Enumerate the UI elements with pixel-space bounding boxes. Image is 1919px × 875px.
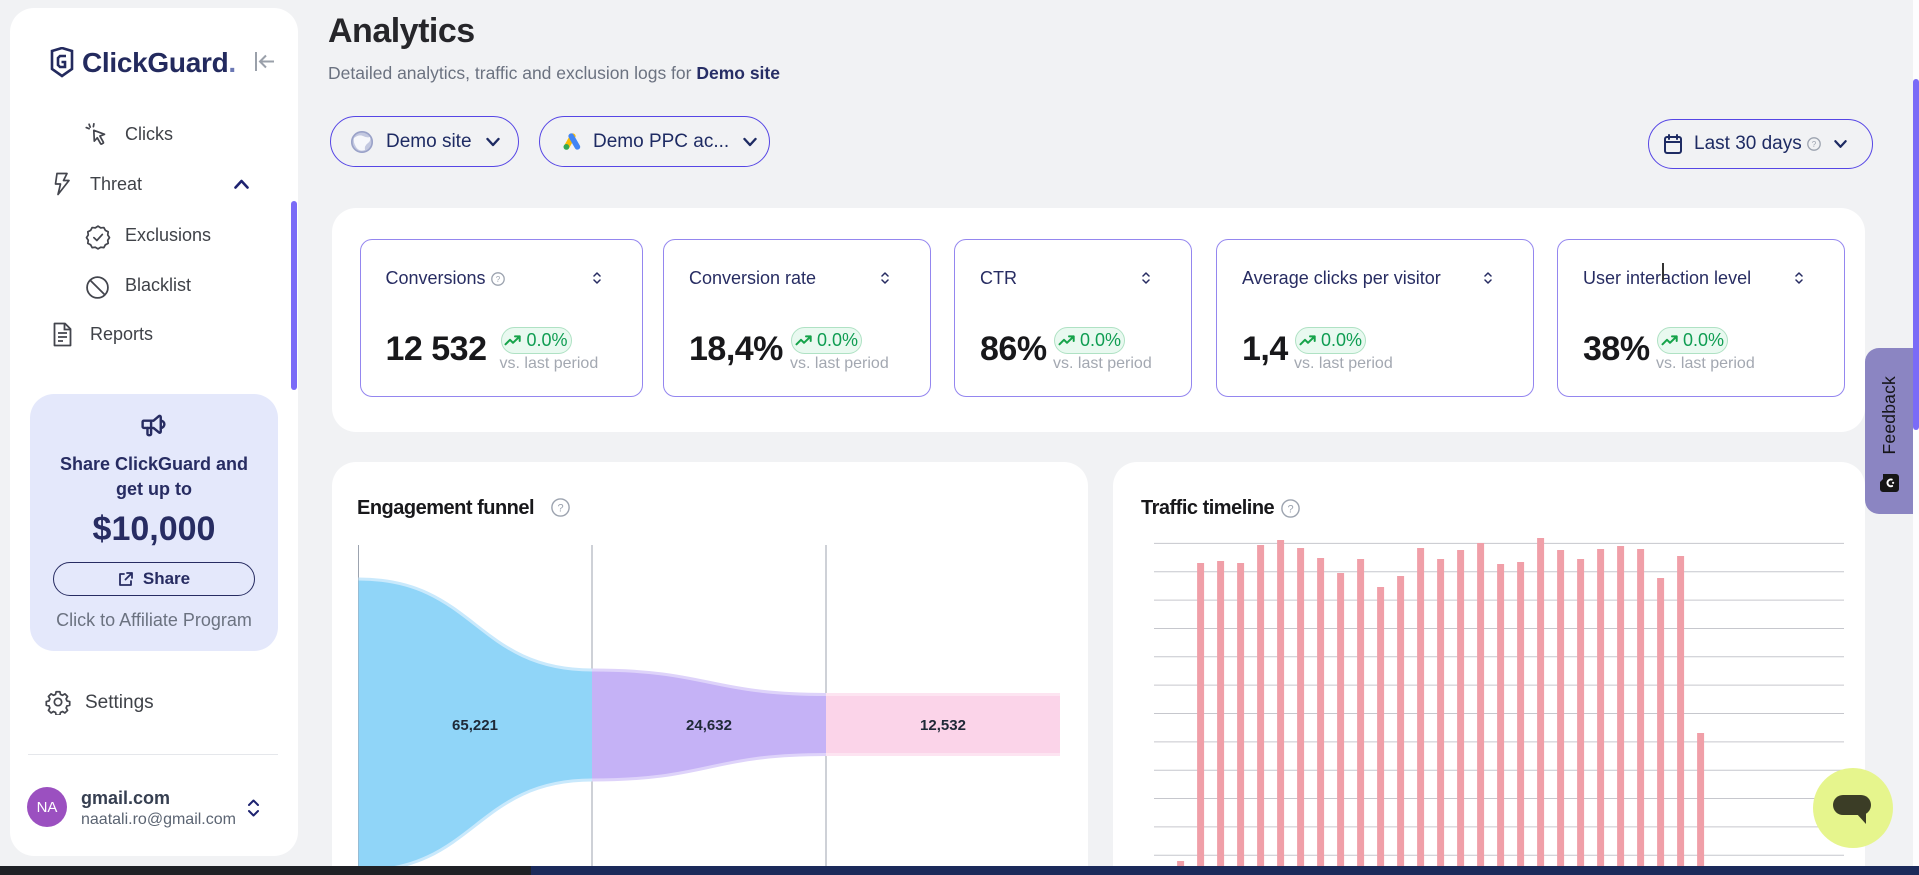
svg-text:12,532: 12,532 [920,717,966,734]
svg-text:?: ? [1812,140,1817,149]
svg-text:24,632: 24,632 [686,717,732,734]
svg-text:?: ? [495,275,500,284]
svg-text:?: ? [557,503,563,515]
svg-text:?: ? [1287,504,1293,516]
svg-text:65,221: 65,221 [452,717,498,734]
